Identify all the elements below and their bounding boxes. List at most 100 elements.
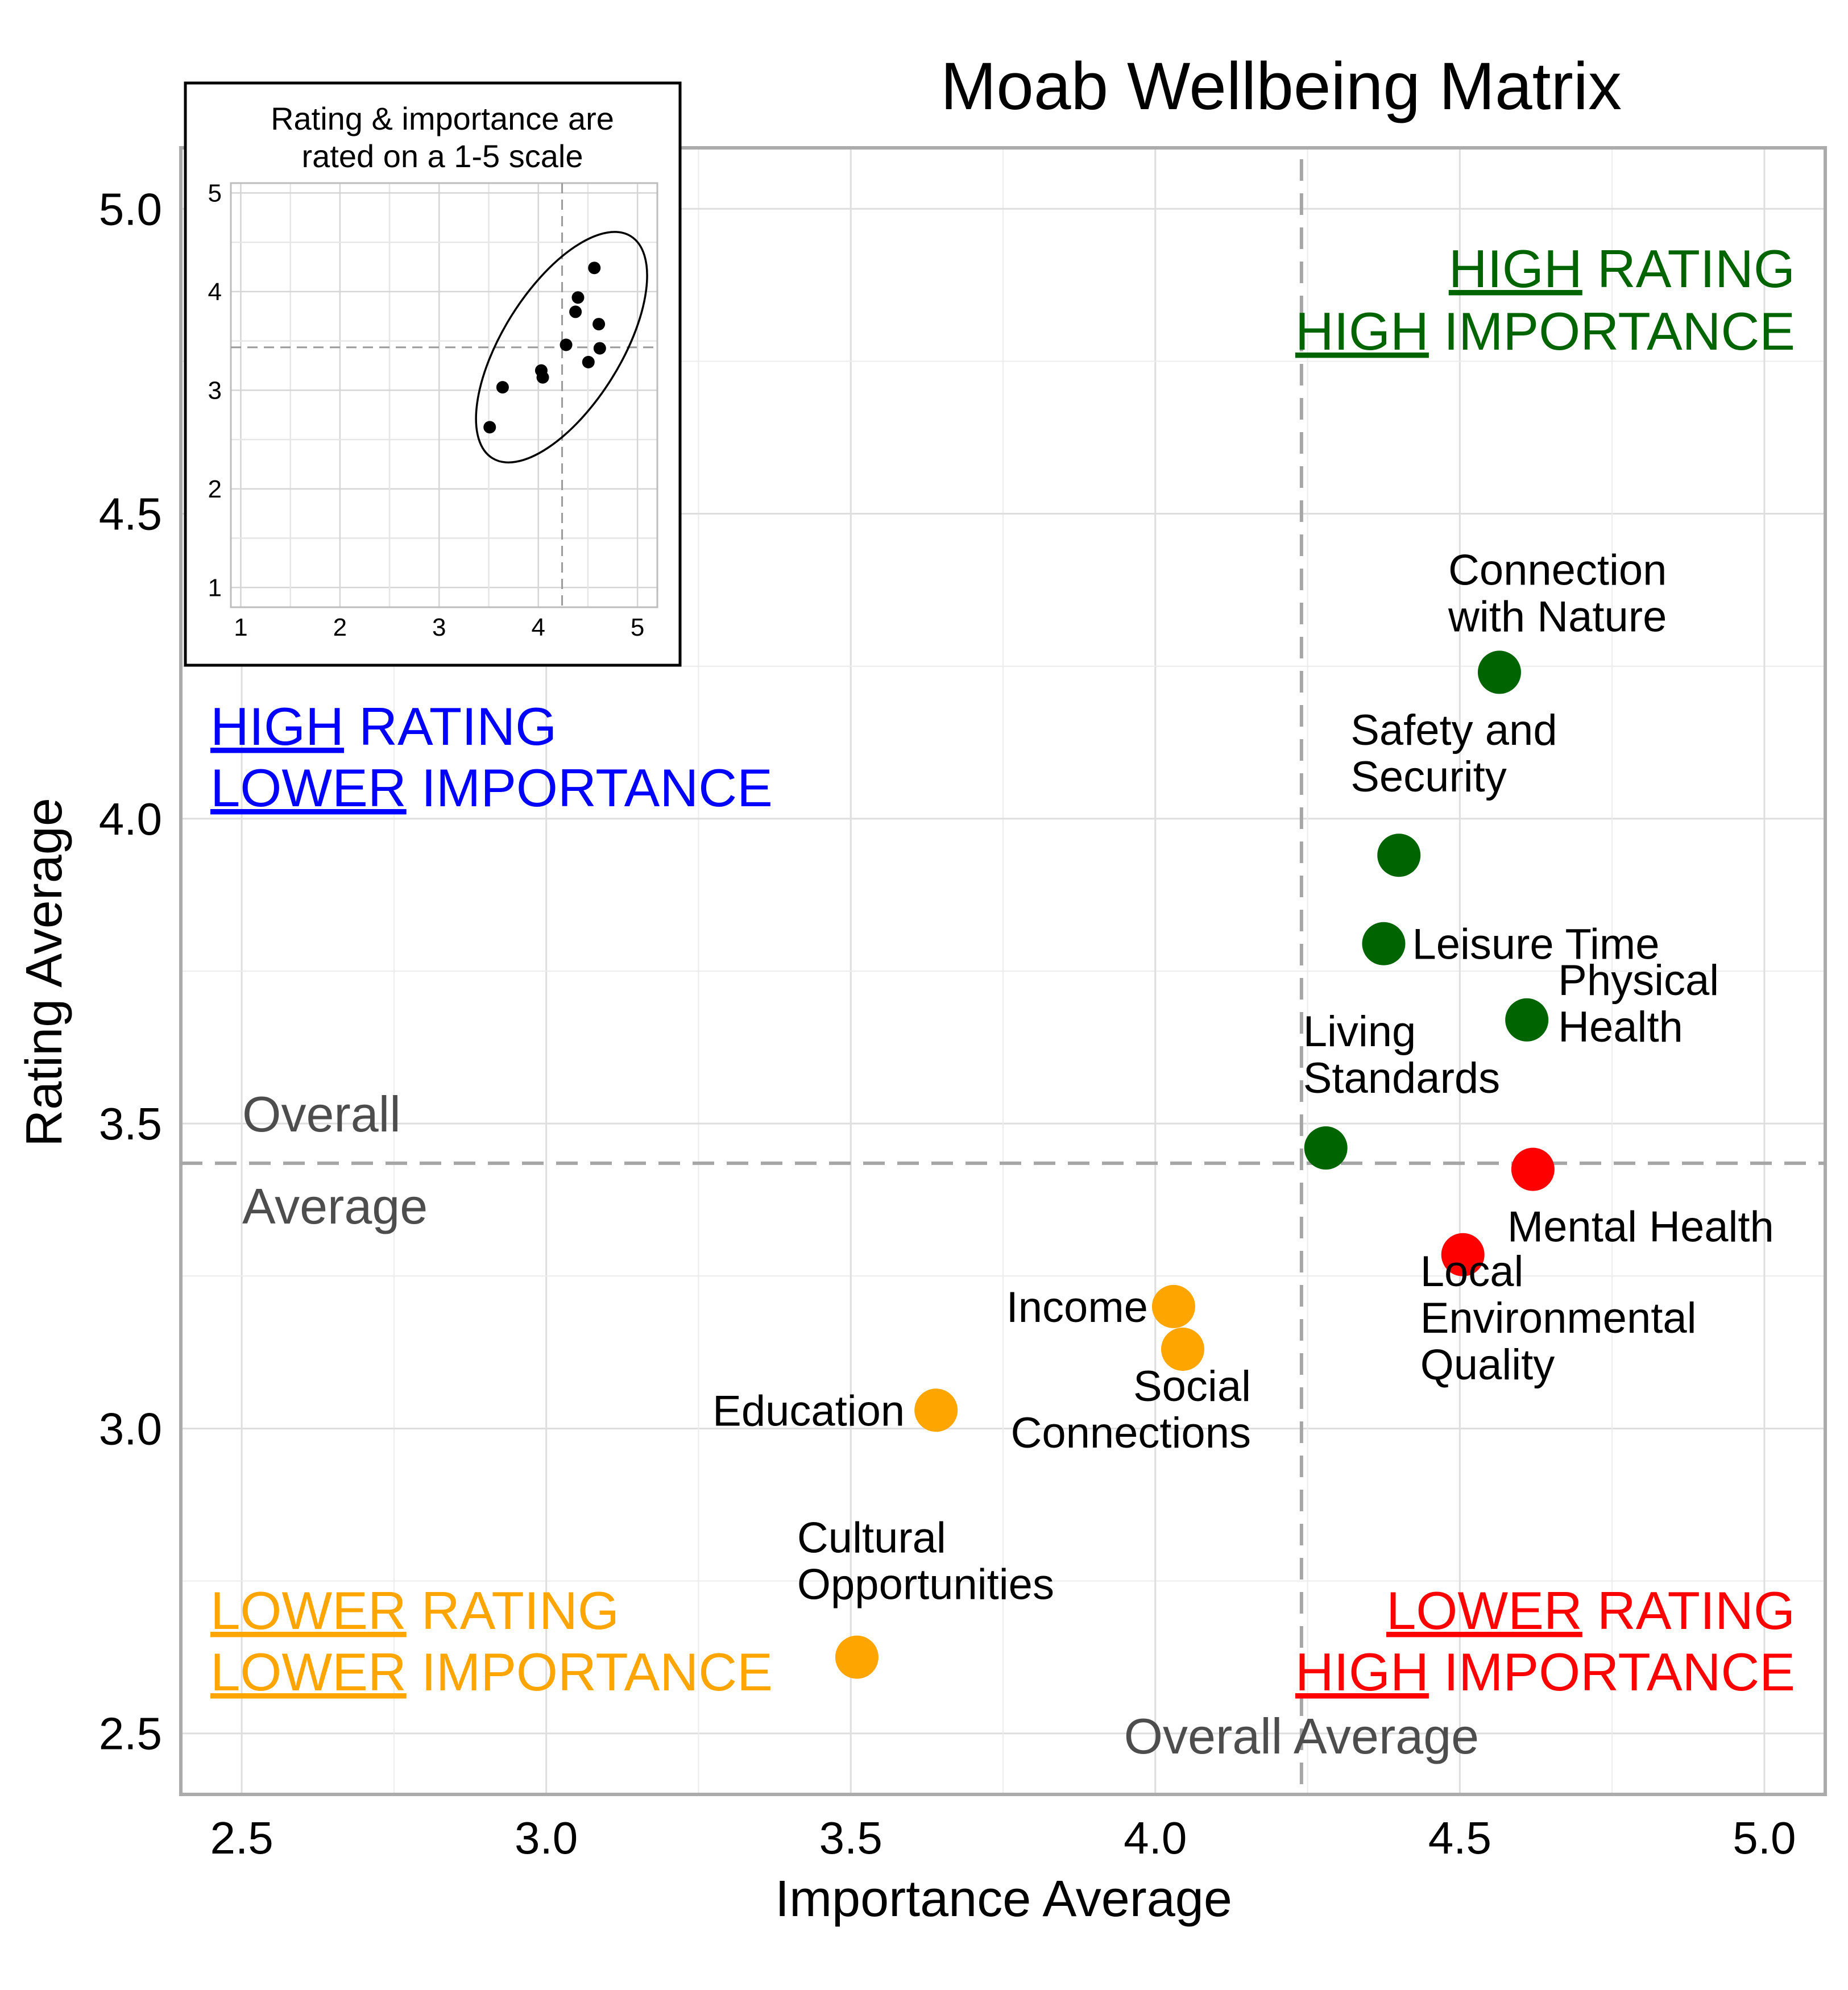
quadrant-label-word: RATING — [1582, 1581, 1795, 1640]
data-point-label: Environmental — [1420, 1294, 1697, 1342]
overall-rating-average-label: Average — [242, 1178, 428, 1234]
chart-title: Moab Wellbeing Matrix — [940, 49, 1622, 124]
quadrant-label-bottom-right: LOWER RATING — [1386, 1581, 1795, 1640]
x-tick-label: 3.5 — [819, 1813, 882, 1863]
inset-data-point — [569, 305, 582, 318]
quadrant-label-underlined-word: LOWER — [210, 758, 407, 818]
inset-title-line: rated on a 1-5 scale — [302, 138, 583, 174]
inset-data-point — [496, 381, 509, 394]
data-point — [1151, 1284, 1195, 1328]
quadrant-label-underlined-word: HIGH — [1295, 1642, 1429, 1702]
data-point — [914, 1388, 958, 1432]
y-tick-label: 4.0 — [99, 794, 162, 844]
quadrant-label-top-left: HIGH RATING — [210, 696, 557, 756]
data-point-label: Health — [1558, 1003, 1683, 1051]
quadrant-label-bottom-left: LOWER IMPORTANCE — [210, 1642, 773, 1702]
data-point — [1304, 1126, 1348, 1170]
data-point-label: Leisure Time — [1412, 921, 1659, 969]
inset-x-tick-label: 5 — [631, 613, 644, 641]
inset-data-point — [571, 291, 585, 304]
quadrant-label-underlined-word: LOWER — [1386, 1581, 1582, 1640]
x-axis-label: Importance Average — [775, 1871, 1232, 1927]
x-tick-label: 4.0 — [1124, 1813, 1187, 1863]
inset-y-tick-label: 1 — [208, 574, 222, 602]
data-point — [1511, 1147, 1555, 1191]
quadrant-label-underlined-word: HIGH — [1295, 301, 1429, 361]
data-point — [1362, 922, 1406, 965]
data-point-label: Cultural — [797, 1514, 946, 1562]
data-point — [1441, 1233, 1485, 1276]
data-point-label: Mental Health — [1507, 1203, 1774, 1251]
data-point-label: with Nature — [1448, 592, 1667, 641]
inset-data-point — [582, 355, 595, 368]
quadrant-label-word: RATING — [407, 1581, 619, 1640]
x-tick-label: 2.5 — [210, 1813, 274, 1863]
quadrant-label-underlined-word: HIGH — [1449, 239, 1582, 298]
quadrant-label-word: RATING — [344, 696, 557, 756]
plot-border — [179, 146, 1827, 1796]
data-point-label: Opportunities — [797, 1561, 1054, 1609]
data-point-label: Quality — [1420, 1341, 1555, 1389]
data-point-label: Living — [1303, 1008, 1416, 1056]
quadrant-label-bottom-left: LOWER RATING — [210, 1581, 619, 1640]
inset-grid-lines — [231, 183, 657, 607]
inset-confidence-ellipse — [475, 231, 648, 464]
inset-y-tick-label: 3 — [208, 376, 222, 404]
quadrant-label-top-right: HIGH RATING — [1449, 239, 1795, 298]
quadrant-label-word: IMPORTANCE — [407, 758, 773, 818]
quadrant-label-top-right: HIGH IMPORTANCE — [1295, 301, 1795, 361]
quadrant-label-word: IMPORTANCE — [1429, 1642, 1795, 1702]
data-point — [835, 1635, 879, 1679]
inset-x-tick-label: 4 — [531, 613, 545, 641]
inset-data-point — [483, 421, 496, 434]
x-tick-label: 3.0 — [515, 1813, 578, 1863]
overall-importance-average-label: Overall Average — [1124, 1708, 1480, 1764]
quadrant-label-underlined-word: LOWER — [210, 1642, 407, 1702]
inset-y-tick-label: 4 — [208, 278, 222, 306]
y-tick-label: 3.0 — [99, 1403, 162, 1454]
x-tick-label: 5.0 — [1733, 1813, 1796, 1863]
quadrant-label-word: RATING — [1582, 239, 1795, 298]
y-tick-label: 2.5 — [99, 1709, 162, 1759]
data-point-label: Education — [712, 1387, 905, 1435]
quadrant-label-top-left: LOWER IMPORTANCE — [210, 758, 773, 818]
main-plot-area: 2.5 3.0 3.5 4.0 4.5 5.0 2.5 3.0 3.5 4.0 4.5 5.0 Over… — [99, 146, 1827, 1863]
data-point-label: Social — [1133, 1362, 1251, 1411]
inset-x-tick-label: 2 — [333, 613, 347, 641]
data-point — [1161, 1328, 1204, 1371]
inset-x-tick-label: 3 — [432, 613, 446, 641]
y-axis-label: Rating Average — [16, 798, 73, 1147]
quadrant-label-word: IMPORTANCE — [407, 1642, 773, 1702]
quadrant-label-bottom-right: HIGH IMPORTANCE — [1295, 1642, 1795, 1702]
inset-plot-border — [230, 182, 658, 608]
inset-y-tick-label: 5 — [208, 179, 222, 207]
inset-y-tick-label: 2 — [208, 475, 222, 503]
data-point-label: Physical — [1558, 956, 1719, 1005]
data-point-label: Connection — [1448, 546, 1667, 594]
data-point-label: Security — [1350, 753, 1507, 801]
inset-data-point — [592, 318, 606, 331]
data-point-label: Income — [1006, 1283, 1148, 1332]
y-tick-label: 3.5 — [99, 1098, 162, 1149]
data-point-label: Standards — [1303, 1054, 1500, 1102]
y-tick-label: 5.0 — [99, 184, 162, 234]
x-tick-label: 4.5 — [1428, 1813, 1491, 1863]
data-point-label: Connections — [1010, 1409, 1251, 1457]
data-point-label: Safety and — [1350, 706, 1557, 754]
y-tick-label: 4.5 — [99, 489, 162, 540]
data-point — [1377, 834, 1421, 877]
data-point — [1505, 998, 1549, 1042]
quadrant-label-underlined-word: LOWER — [210, 1581, 407, 1640]
inset-data-point — [588, 262, 601, 275]
quadrant-label-word: IMPORTANCE — [1429, 301, 1795, 361]
inset-data-points — [483, 262, 606, 434]
inset-data-point — [536, 371, 549, 384]
inset-x-tick-label: 1 — [234, 613, 247, 641]
overall-rating-average-label: Overall — [242, 1086, 401, 1142]
inset-data-point — [560, 338, 573, 351]
inset-title-line: Rating & importance are — [271, 101, 614, 136]
inset-data-point — [593, 342, 606, 355]
